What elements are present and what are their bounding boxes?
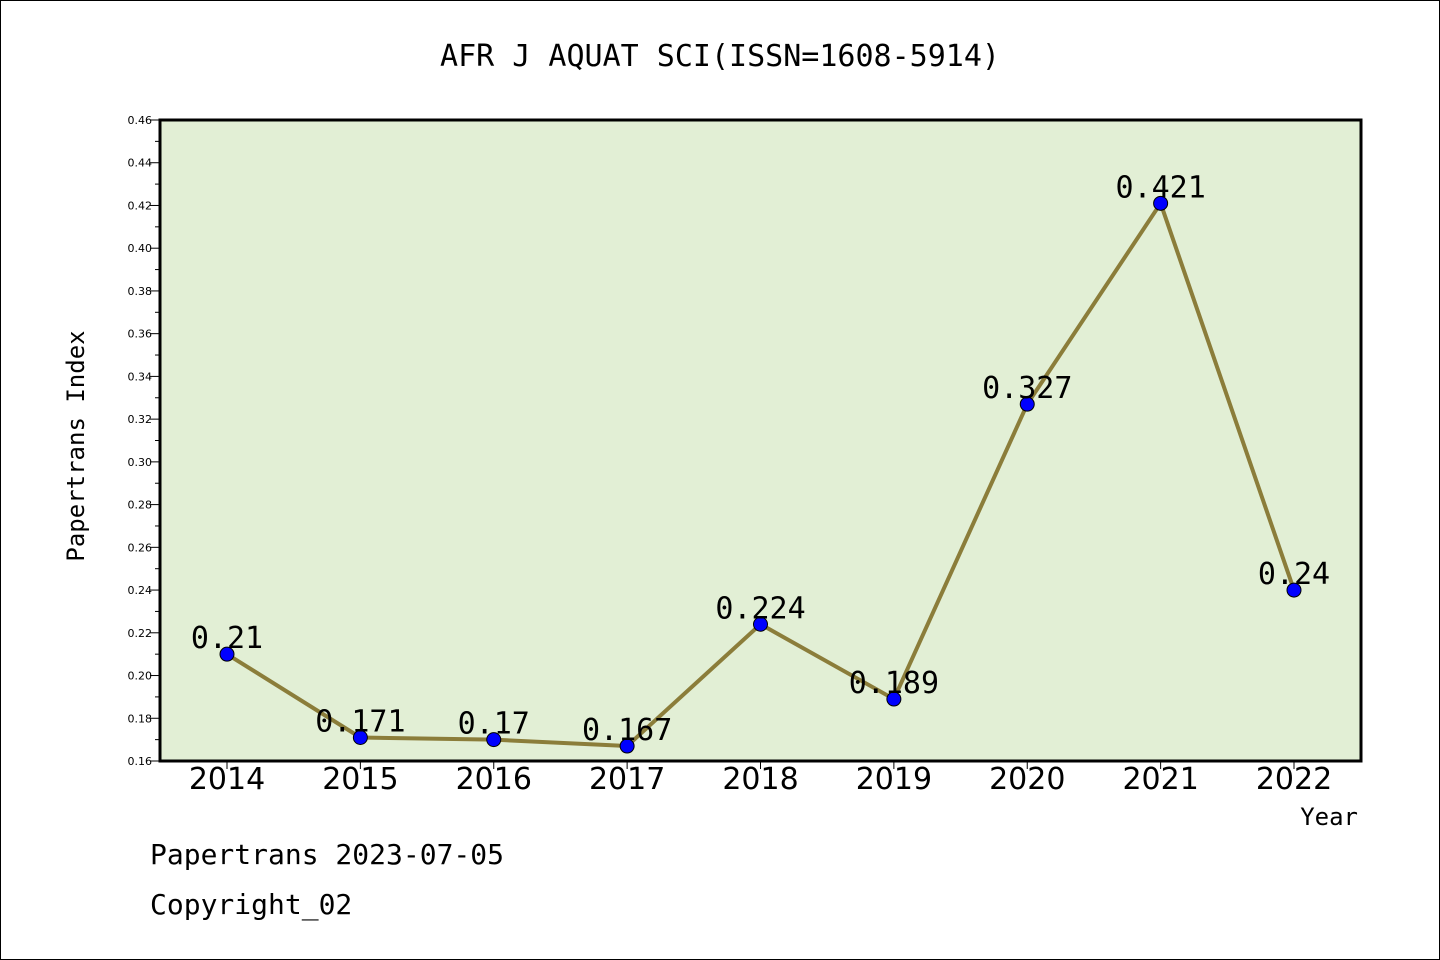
data-point-marker xyxy=(619,738,635,754)
data-point-marker xyxy=(1153,195,1169,211)
y-tick-label: 0.26 xyxy=(128,541,153,554)
y-tick-label: 0.46 xyxy=(128,114,153,127)
y-tick-label: 0.16 xyxy=(128,755,153,768)
data-label: 0.224 xyxy=(715,591,805,626)
y-tick-label: 0.20 xyxy=(128,670,153,683)
data-point-marker xyxy=(1019,396,1035,412)
footer-copyright: Copyright_02 xyxy=(150,888,352,922)
data-point-marker xyxy=(886,691,902,707)
x-tick-label: 2015 xyxy=(322,762,398,797)
data-label: 0.421 xyxy=(1115,170,1205,205)
y-tick-label: 0.22 xyxy=(128,627,153,640)
y-tick-label: 0.18 xyxy=(128,712,153,725)
data-label: 0.171 xyxy=(315,704,405,739)
x-axis-label: Year xyxy=(1300,803,1358,831)
y-tick-label: 0.36 xyxy=(128,328,153,341)
chart-title: AFR J AQUAT SCI(ISSN=1608-5914) xyxy=(440,39,1000,74)
series-line-group xyxy=(219,195,1302,754)
y-axis: 0.16 0.18 0.20 0.22 0.24 0.26 0.28 0.30 0.32 0.34… xyxy=(128,114,160,768)
y-tick-label: 0.40 xyxy=(128,242,153,255)
y-axis-label: Papertrans Index xyxy=(62,330,90,561)
y-tick-label: 0.24 xyxy=(128,584,153,597)
data-label-group: 0.21 0.171 0.17 0.167 0.224 0.189 0.327 0.421 0.… xyxy=(191,170,1330,748)
data-point-marker xyxy=(219,646,235,662)
y-tick-label: 0.32 xyxy=(128,413,153,426)
x-tick-label: 2020 xyxy=(989,762,1065,797)
plot-area xyxy=(158,118,1363,763)
y-tick-label: 0.38 xyxy=(128,285,153,298)
data-point-marker xyxy=(352,729,368,745)
data-label: 0.24 xyxy=(1258,557,1330,592)
data-point-marker xyxy=(753,616,768,632)
x-tick-label: 2019 xyxy=(856,762,932,797)
y-tick-label: 0.42 xyxy=(128,199,153,212)
x-tick-label: 2021 xyxy=(1122,762,1198,797)
x-tick-label: 2018 xyxy=(722,762,798,797)
x-tick-label: 2014 xyxy=(189,762,265,797)
y-tick-label: 0.30 xyxy=(128,456,153,469)
data-label: 0.327 xyxy=(982,371,1072,406)
footer-date: Papertrans 2023-07-05 xyxy=(150,838,504,871)
data-point-marker xyxy=(1286,582,1302,598)
y-tick-label: 0.34 xyxy=(128,370,153,383)
x-tick-label: 2022 xyxy=(1256,762,1332,797)
data-label: 0.189 xyxy=(849,666,939,701)
y-tick-label: 0.44 xyxy=(128,157,153,170)
data-point-marker xyxy=(486,732,502,748)
y-tick-label: 0.28 xyxy=(128,499,153,512)
x-axis: 2014 2015 2016 2017 2018 2019 2020 2021 2022 xyxy=(189,761,1332,797)
data-label: 0.17 xyxy=(458,707,530,742)
data-label: 0.21 xyxy=(191,621,263,656)
data-label: 0.167 xyxy=(582,713,672,748)
x-tick-label: 2017 xyxy=(589,762,665,797)
x-tick-label: 2016 xyxy=(456,762,532,797)
